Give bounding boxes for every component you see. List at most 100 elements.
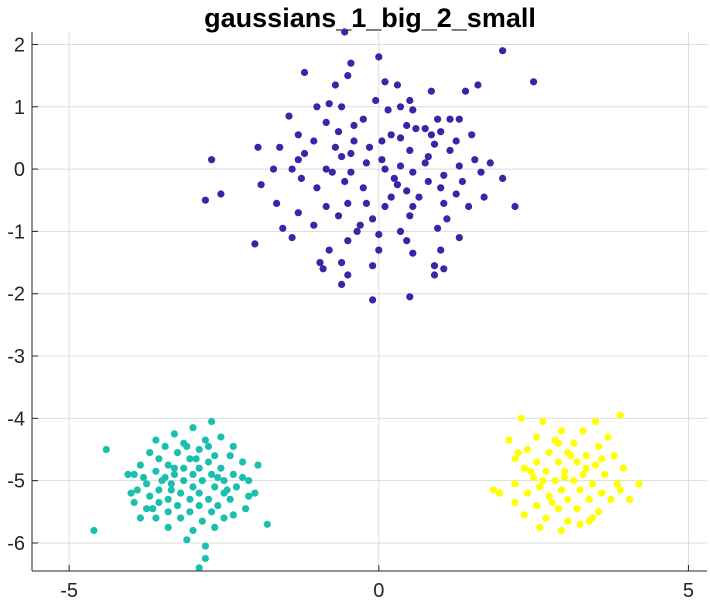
data-point-series-2 (167, 480, 175, 488)
data-point-series-2 (198, 517, 206, 525)
data-point-series-2 (201, 554, 209, 563)
data-point-series-1 (499, 47, 507, 55)
data-point-series-3 (573, 458, 581, 466)
data-point-series-2 (229, 511, 237, 519)
data-point-series-1 (437, 184, 445, 192)
data-point-series-3 (564, 495, 572, 503)
data-point-series-1 (393, 181, 401, 189)
data-point-series-2 (204, 495, 213, 503)
data-point-series-3 (557, 526, 566, 535)
data-point-series-2 (195, 489, 203, 497)
data-point-series-2 (242, 505, 250, 513)
data-point-series-1 (440, 199, 448, 207)
data-point-series-3 (585, 495, 593, 503)
data-point-series-1 (350, 137, 358, 145)
data-point-series-1 (313, 184, 321, 192)
data-point-series-1 (217, 190, 225, 198)
data-point-series-2 (223, 486, 231, 494)
data-point-series-2 (189, 526, 197, 535)
data-point-series-3 (576, 486, 584, 494)
data-point-series-1 (499, 174, 507, 182)
data-point-series-1 (406, 96, 414, 105)
data-point-series-2 (189, 424, 197, 432)
data-point-series-1 (480, 193, 488, 201)
data-point-series-2 (195, 564, 203, 572)
data-point-series-3 (570, 439, 578, 447)
data-point-series-2 (102, 445, 110, 454)
data-point-series-3 (548, 498, 556, 507)
data-point-series-1 (300, 68, 309, 77)
data-point-series-2 (211, 523, 219, 532)
data-point-series-3 (582, 452, 590, 460)
data-point-series-1 (455, 115, 463, 123)
data-point-series-2 (189, 483, 197, 491)
data-point-series-1 (421, 159, 429, 167)
data-point-series-2 (211, 483, 219, 491)
data-point-series-1 (511, 202, 519, 211)
data-point-series-3 (564, 517, 572, 525)
data-point-series-2 (201, 542, 209, 550)
data-point-series-1 (334, 128, 343, 136)
data-point-series-3 (533, 433, 541, 441)
data-point-series-2 (173, 502, 182, 510)
x-tick-label: 5 (683, 580, 694, 602)
chart-title: gaussians_1_big_2_small (204, 3, 536, 33)
data-point-series-1 (381, 202, 389, 211)
data-point-series-2 (195, 445, 203, 454)
data-point-series-2 (155, 486, 163, 494)
data-point-series-1 (279, 224, 287, 232)
data-point-series-1 (372, 96, 380, 105)
data-point-series-1 (359, 184, 367, 192)
data-point-series-1 (369, 215, 377, 223)
data-point-series-3 (489, 486, 497, 494)
data-point-series-3 (523, 445, 532, 454)
data-point-series-2 (170, 430, 178, 438)
data-point-series-1 (325, 246, 333, 254)
data-point-series-1 (443, 215, 451, 223)
data-point-series-3 (511, 480, 519, 488)
data-point-series-1 (403, 121, 411, 130)
data-point-series-3 (545, 492, 553, 500)
data-point-series-1 (338, 280, 346, 288)
data-point-series-3 (533, 502, 541, 510)
data-point-series-2 (152, 467, 160, 475)
data-point-series-3 (517, 414, 525, 422)
data-point-series-1 (446, 115, 454, 123)
data-point-series-1 (322, 202, 330, 211)
data-point-series-1 (421, 125, 429, 133)
data-point-series-2 (149, 505, 157, 513)
data-point-series-1 (455, 234, 463, 242)
data-point-series-1 (356, 221, 364, 229)
data-point-series-1 (477, 168, 485, 176)
data-point-series-3 (539, 417, 547, 426)
data-point-series-2 (139, 473, 148, 482)
data-point-series-2 (170, 464, 178, 472)
data-point-series-2 (254, 461, 262, 469)
data-point-series-1 (254, 143, 262, 151)
data-point-series-1 (353, 227, 361, 235)
data-point-series-1 (446, 146, 454, 154)
data-point-series-1 (322, 118, 330, 126)
data-point-series-2 (239, 458, 247, 466)
data-point-series-3 (520, 464, 528, 472)
data-point-series-1 (208, 156, 216, 164)
data-point-series-1 (424, 177, 432, 186)
data-point-series-3 (554, 505, 563, 513)
axes (31, 32, 707, 572)
data-point-series-1 (468, 131, 476, 139)
data-point-series-1 (313, 103, 321, 111)
data-point-series-2 (192, 455, 200, 463)
data-point-series-3 (619, 464, 628, 472)
data-point-series-1 (294, 209, 302, 217)
data-point-series-2 (124, 470, 132, 478)
data-point-series-1 (288, 165, 296, 173)
y-tick-label: -1 (7, 221, 25, 243)
data-point-series-3 (554, 439, 563, 447)
data-point-series-2 (164, 461, 172, 469)
data-point-series-1 (347, 168, 355, 176)
data-point-series-1 (300, 149, 309, 158)
data-point-series-1 (347, 59, 355, 67)
data-point-series-2 (183, 442, 191, 450)
data-point-series-3 (536, 523, 544, 532)
